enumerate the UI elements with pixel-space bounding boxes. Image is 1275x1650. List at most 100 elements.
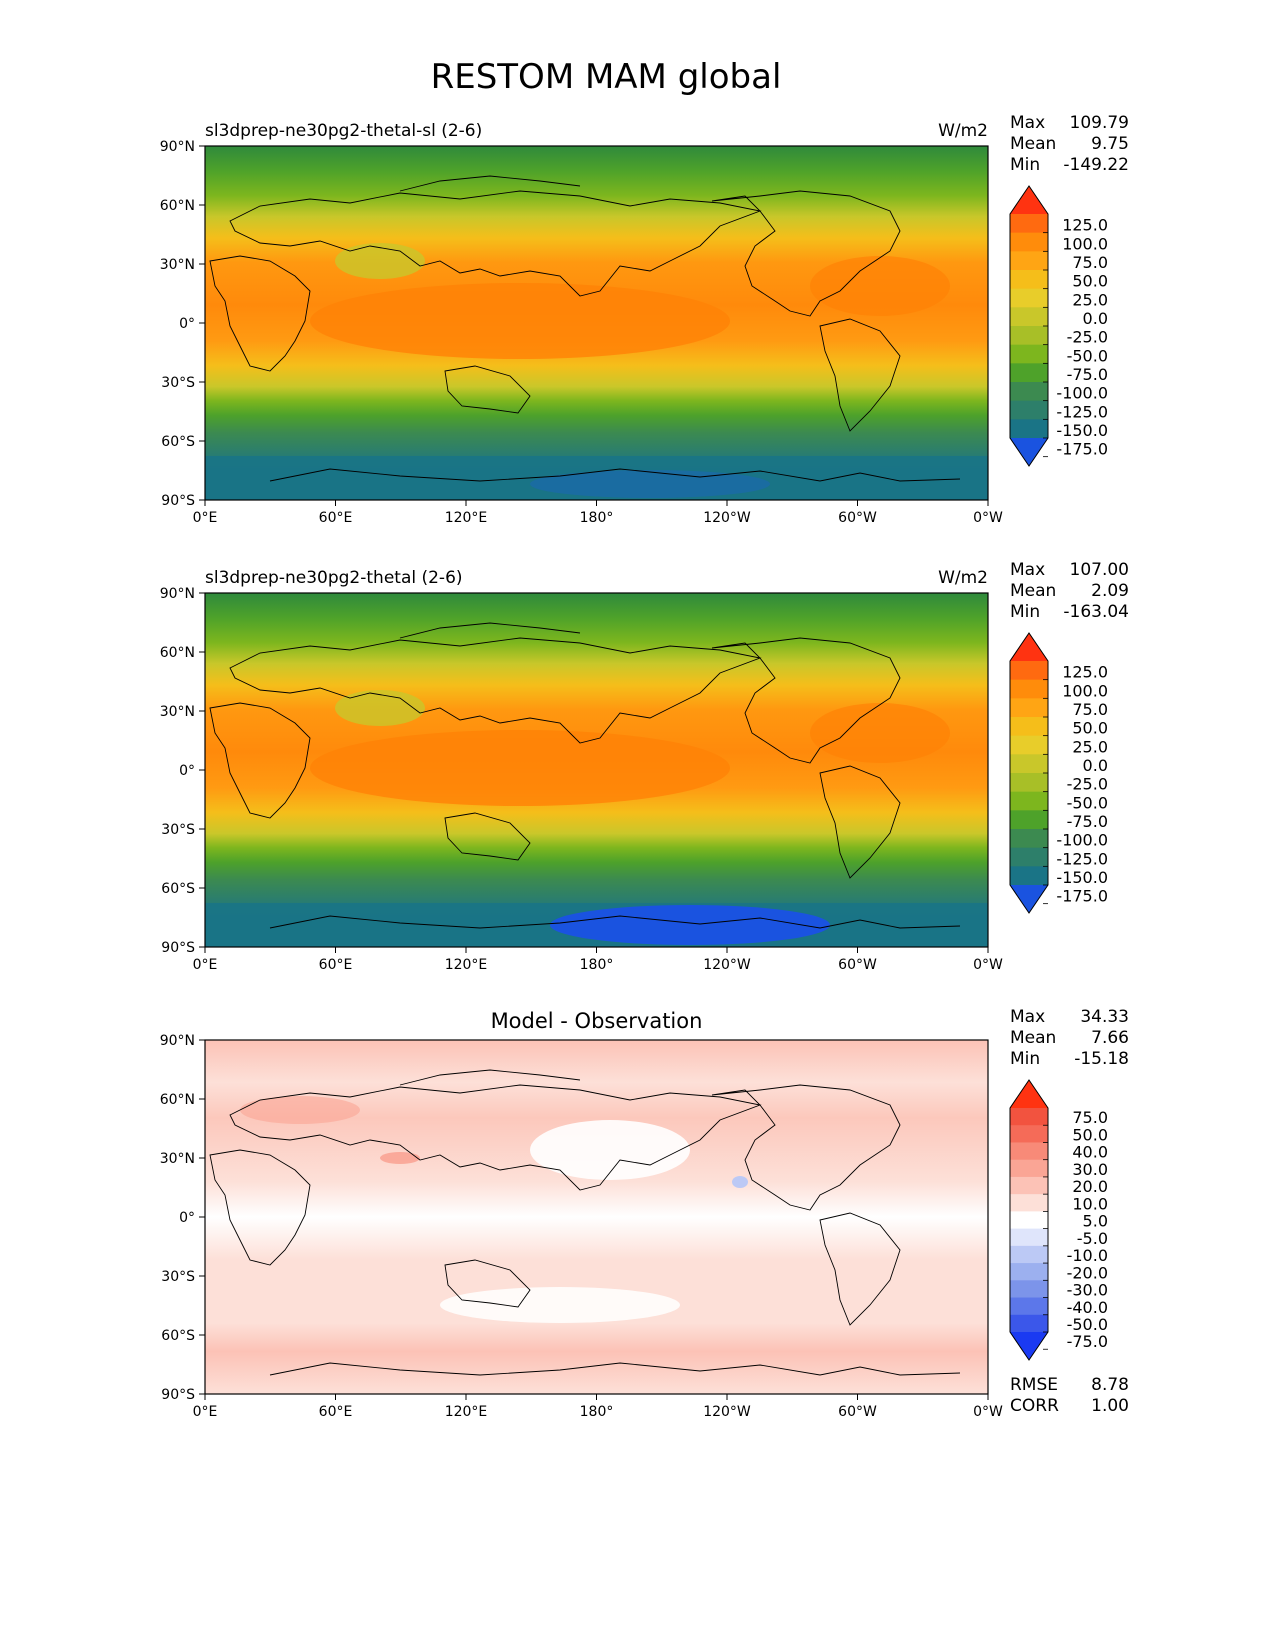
lat-tick-label: 60°N	[160, 198, 195, 214]
figure-title: RESTOM MAM global	[431, 57, 782, 97]
colorbar-label: -75.0	[1067, 812, 1108, 831]
lon-tick-label: 120°W	[703, 1404, 751, 1420]
positive-patch	[240, 1096, 360, 1124]
colorbar-label: -10.0	[1067, 1246, 1108, 1265]
colorbar-swatch	[1010, 866, 1048, 886]
lat-tick-label: 90°S	[161, 493, 195, 509]
lat-tick-label: 30°N	[160, 704, 195, 720]
colorbar-extend-min	[1010, 1332, 1048, 1360]
tibet-minimum	[335, 243, 425, 279]
lon-tick-label: 60°E	[319, 957, 353, 973]
panel-3: 90°N 60°N 30°N 0° 30°S 60°S 90°S0°E 60°E 120°E 18…	[160, 1007, 1129, 1420]
lat-tick-label: 90°S	[161, 940, 195, 956]
colorbar-label: -20.0	[1067, 1263, 1108, 1282]
colorbar-label: 100.0	[1062, 681, 1108, 700]
colorbar-label: 5.0	[1083, 1212, 1108, 1231]
atlantic-maximum	[810, 256, 950, 316]
tibet-minimum	[335, 690, 425, 726]
lat-tick-label: 60°N	[160, 645, 195, 661]
stat-value: 34.33	[1080, 1007, 1129, 1027]
lon-tick-label: 60°W	[838, 957, 877, 973]
lon-tick-label: 120°E	[445, 957, 488, 973]
stat-value: 2.09	[1091, 581, 1129, 601]
colorbar-swatch	[1010, 829, 1048, 849]
colorbar-label: -125.0	[1056, 849, 1108, 868]
colorbar-label: -75.0	[1067, 365, 1108, 384]
panel-1: 90°N 60°N 30°N 0° 30°S 60°S 90°S0°E 60°E 120°E 18…	[160, 113, 1129, 526]
colorbar-label: 125.0	[1062, 663, 1108, 682]
lat-tick-label: 30°N	[160, 257, 195, 273]
stat-value: 9.75	[1091, 134, 1129, 154]
colorbar-extend-max	[1010, 186, 1048, 214]
panel-title: sl3dprep-ne30pg2-thetal (2-6)	[205, 568, 463, 588]
colorbar-label: 0.0	[1083, 309, 1108, 328]
lon-tick-label: 60°E	[319, 510, 353, 526]
colorbar-label: 25.0	[1072, 290, 1108, 309]
tropical-maximum	[310, 730, 730, 806]
lat-tick-label: 90°S	[161, 1387, 195, 1403]
colorbar-swatch	[1010, 1297, 1048, 1316]
lon-tick-label: 120°W	[703, 957, 751, 973]
lon-tick-label: 0°W	[973, 510, 1003, 526]
colorbar-swatch	[1010, 344, 1048, 364]
antarctic-minimum	[530, 470, 770, 498]
colorbar-swatch	[1010, 363, 1048, 383]
lat-tick-label: 30°N	[160, 1151, 195, 1167]
colorbar-swatch	[1010, 1211, 1048, 1230]
lon-tick-label: 120°E	[445, 510, 488, 526]
colorbar-swatch	[1010, 288, 1048, 308]
colorbar-swatch	[1010, 400, 1048, 420]
colorbar-swatch	[1010, 382, 1048, 402]
lat-tick-label: 90°N	[160, 139, 195, 155]
lon-tick-label: 60°W	[838, 510, 877, 526]
colorbar-extend-min	[1010, 438, 1048, 466]
stat-value: 7.66	[1091, 1028, 1129, 1048]
colorbar-label: 50.0	[1072, 272, 1108, 291]
stat-value: -15.18	[1074, 1049, 1129, 1069]
lon-tick-label: 120°W	[703, 510, 751, 526]
lat-tick-label: 90°N	[160, 586, 195, 602]
colorbar-label: 50.0	[1072, 1125, 1108, 1144]
panel-units: W/m2	[938, 121, 988, 141]
colorbar-swatch	[1010, 735, 1048, 755]
stat-label: Max	[1010, 560, 1045, 580]
colorbar-label: 30.0	[1072, 1160, 1108, 1179]
lon-tick-label: 0°W	[973, 957, 1003, 973]
lat-tick-label: 60°S	[161, 1328, 195, 1344]
colorbar-swatch	[1010, 1280, 1048, 1299]
colorbar-swatch	[1010, 1228, 1048, 1247]
colorbar-label: -40.0	[1067, 1298, 1108, 1317]
colorbar-label: -25.0	[1067, 775, 1108, 794]
colorbar-label: 0.0	[1083, 756, 1108, 775]
colorbar-swatch	[1010, 326, 1048, 346]
lat-tick-label: 60°N	[160, 1092, 195, 1108]
colorbar-label: 100.0	[1062, 234, 1108, 253]
colorbar-swatch	[1010, 810, 1048, 830]
positive-patch	[380, 1152, 420, 1164]
lat-tick-label: 60°S	[161, 881, 195, 897]
colorbar-swatch	[1010, 251, 1048, 271]
lon-tick-label: 0°W	[973, 1404, 1003, 1420]
lon-tick-label: 0°E	[193, 957, 218, 973]
colorbar-swatch	[1010, 307, 1048, 327]
colorbar-swatch	[1010, 1159, 1048, 1178]
colorbar-label: -30.0	[1067, 1281, 1108, 1300]
antarctic-minimum	[550, 905, 830, 945]
stat-value: 109.79	[1070, 113, 1129, 133]
lat-tick-label: 30°S	[161, 1269, 195, 1285]
colorbar-swatch	[1010, 1194, 1048, 1212]
panel-title: sl3dprep-ne30pg2-thetal-sl (2-6)	[205, 121, 482, 141]
colorbar-label: 75.0	[1072, 253, 1108, 272]
colorbar-label: -100.0	[1056, 384, 1108, 403]
lon-tick-label: 60°E	[319, 1404, 353, 1420]
panel-title: Model - Observation	[491, 1009, 703, 1033]
lon-tick-label: 0°E	[193, 510, 218, 526]
colorbar-extend-min	[1010, 885, 1048, 913]
tropical-maximum	[310, 283, 730, 359]
colorbar-label: -175.0	[1056, 440, 1108, 459]
colorbar-swatch	[1010, 1125, 1048, 1143]
stat-label: Min	[1010, 602, 1040, 622]
colorbar-swatch	[1010, 1314, 1048, 1333]
colorbar-label: -125.0	[1056, 402, 1108, 421]
